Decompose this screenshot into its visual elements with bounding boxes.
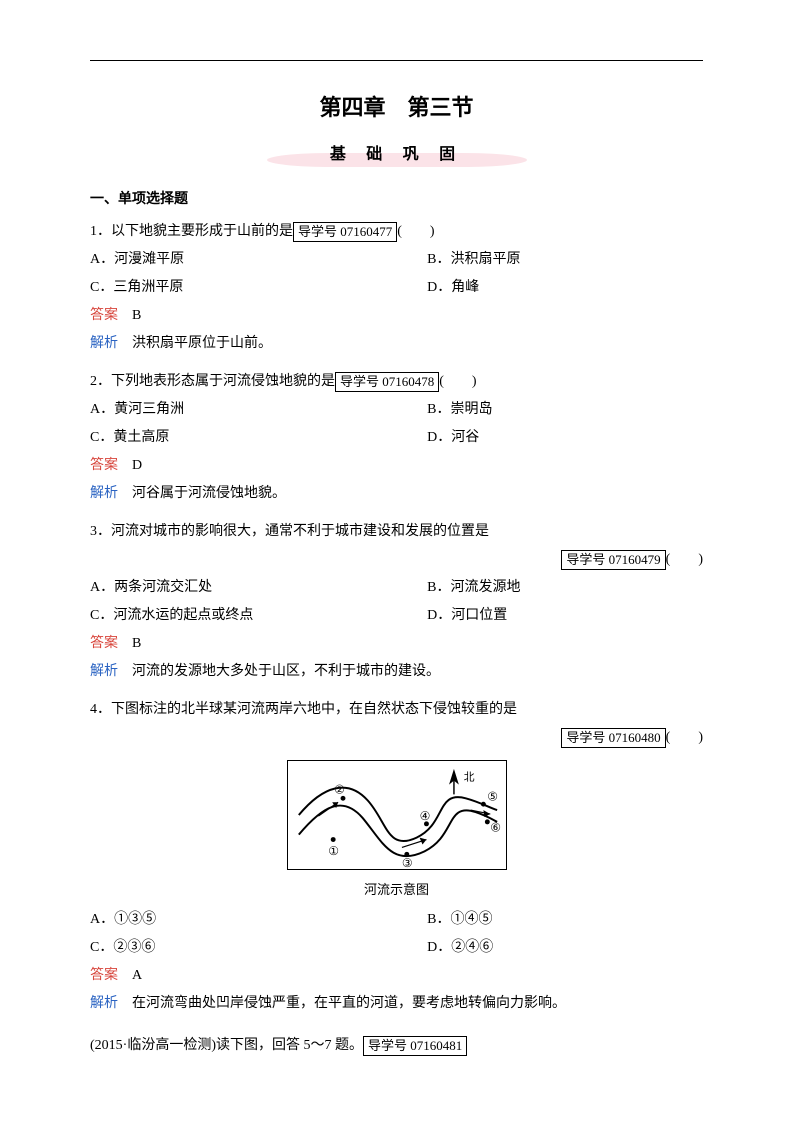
section-heading: 一、单项选择题 <box>90 188 703 208</box>
north-icon <box>449 769 459 795</box>
option-a: A．两条河流交汇处 <box>90 574 427 602</box>
q-num: 4． <box>90 702 111 717</box>
paren: ( ) <box>439 374 476 389</box>
answer-line: 答案 D <box>90 452 703 480</box>
explain-label: 解析 <box>90 996 118 1011</box>
explain-line: 解析 在河流弯曲处凹岸侵蚀严重，在平直的河道，要考虑地转偏向力影响。 <box>90 990 703 1018</box>
question-stem: 4．下图标注的北半球某河流两岸六地中，在自然状态下侵蚀较重的是 <box>90 696 703 724</box>
ref-box: 导学号 07160481 <box>363 1036 467 1056</box>
paren: ( ) <box>666 730 703 745</box>
ref-box: 导学号 07160477 <box>293 222 397 242</box>
answer-value: A <box>132 968 142 983</box>
answer-value: D <box>132 458 142 473</box>
option-a: A．黄河三角洲 <box>90 396 427 424</box>
explain-line: 解析 洪积扇平原位于山前。 <box>90 330 703 358</box>
q-stem: 河流对城市的影响很大，通常不利于城市建设和发展的位置是 <box>111 524 489 539</box>
explain-label: 解析 <box>90 486 118 501</box>
answer-line: 答案 B <box>90 630 703 658</box>
option-c: C．黄土高原 <box>90 424 427 452</box>
point-2-label: ② <box>334 783 345 796</box>
option-d: D．河谷 <box>427 424 703 452</box>
point-2-marker <box>340 796 345 801</box>
option-d: D．角峰 <box>427 274 703 302</box>
river-bank-top <box>298 788 496 841</box>
paren: ( ) <box>666 552 703 567</box>
options: A．黄河三角洲 B．崇明岛 C．黄土高原 D．河谷 <box>90 396 703 452</box>
answer-label: 答案 <box>90 636 118 651</box>
option-c: C．三角洲平原 <box>90 274 427 302</box>
answer-value: B <box>132 636 141 651</box>
explain-line: 解析 河流的发源地大多处于山区，不利于城市的建设。 <box>90 658 703 686</box>
option-d: D．②④⑥ <box>427 934 703 962</box>
point-4-label: ④ <box>419 810 430 823</box>
answer-line: 答案 A <box>90 962 703 990</box>
ref-box: 导学号 07160479 <box>561 550 665 570</box>
question-stem: 1．以下地貌主要形成于山前的是导学号 07160477( ) <box>90 218 703 246</box>
river-diagram: 北 ① ② ③ ④ ⑤ ⑥ <box>90 760 703 875</box>
ref-right: 导学号 07160479( ) <box>90 546 703 574</box>
diagram-caption: 河流示意图 <box>90 879 703 898</box>
q-stem: 下图标注的北半球某河流两岸六地中，在自然状态下侵蚀较重的是 <box>111 702 517 717</box>
explain-text: 洪积扇平原位于山前。 <box>132 336 272 351</box>
answer-label: 答案 <box>90 458 118 473</box>
option-a: A．河漫滩平原 <box>90 246 427 274</box>
option-a: A．①③⑤ <box>90 906 427 934</box>
ref-box: 导学号 07160480 <box>561 728 665 748</box>
river-svg: 北 ① ② ③ ④ ⑤ ⑥ <box>287 760 507 870</box>
q-num: 1． <box>90 224 111 239</box>
option-c: C．河流水运的起点或终点 <box>90 602 427 630</box>
subtitle-wrap: 基 础 巩 固 <box>90 140 703 164</box>
option-c: C．②③⑥ <box>90 934 427 962</box>
point-1-label: ① <box>328 845 339 858</box>
options: A．河漫滩平原 B．洪积扇平原 C．三角洲平原 D．角峰 <box>90 246 703 302</box>
point-3-marker <box>404 852 409 857</box>
top-rule <box>90 60 703 61</box>
ref-box: 导学号 07160478 <box>335 372 439 392</box>
ref-right: 导学号 07160480( ) <box>90 724 703 752</box>
answer-label: 答案 <box>90 968 118 983</box>
question-1: 1．以下地貌主要形成于山前的是导学号 07160477( ) A．河漫滩平原 B… <box>90 218 703 358</box>
paren: ( ) <box>397 224 434 239</box>
option-b: B．洪积扇平原 <box>427 246 703 274</box>
option-b: B．①④⑤ <box>427 906 703 934</box>
page-title: 第四章 第三节 <box>90 90 703 122</box>
question-4: 4．下图标注的北半球某河流两岸六地中，在自然状态下侵蚀较重的是 导学号 0716… <box>90 696 703 1018</box>
point-6-label: ⑥ <box>490 822 501 835</box>
question-3: 3．河流对城市的影响很大，通常不利于城市建设和发展的位置是 导学号 071604… <box>90 518 703 686</box>
page-subtitle: 基 础 巩 固 <box>330 140 463 164</box>
question-stem: 2．下列地表形态属于河流侵蚀地貌的是导学号 07160478( ) <box>90 368 703 396</box>
answer-label: 答案 <box>90 308 118 323</box>
answer-line: 答案 B <box>90 302 703 330</box>
explain-text: 河流的发源地大多处于山区，不利于城市的建设。 <box>132 664 440 679</box>
explain-label: 解析 <box>90 336 118 351</box>
footer-line: (2015·临汾高一检测)读下图，回答 5～7 题。导学号 07160481 <box>90 1032 703 1060</box>
explain-text: 在河流弯曲处凹岸侵蚀严重，在平直的河道，要考虑地转偏向力影响。 <box>132 996 566 1011</box>
options: A．两条河流交汇处 B．河流发源地 C．河流水运的起点或终点 D．河口位置 <box>90 574 703 630</box>
point-5-label: ⑤ <box>487 790 498 803</box>
point-5-marker <box>480 802 485 807</box>
option-b: B．河流发源地 <box>427 574 703 602</box>
question-2: 2．下列地表形态属于河流侵蚀地貌的是导学号 07160478( ) A．黄河三角… <box>90 368 703 508</box>
point-1-marker <box>330 837 335 842</box>
q-stem: 下列地表形态属于河流侵蚀地貌的是 <box>111 374 335 389</box>
explain-line: 解析 河谷属于河流侵蚀地貌。 <box>90 480 703 508</box>
point-6-marker <box>484 819 489 824</box>
point-3-label: ③ <box>401 857 412 870</box>
option-b: B．崇明岛 <box>427 396 703 424</box>
q-num: 3． <box>90 524 111 539</box>
option-d: D．河口位置 <box>427 602 703 630</box>
options: A．①③⑤ B．①④⑤ C．②③⑥ D．②④⑥ <box>90 906 703 962</box>
north-label: 北 <box>463 771 474 784</box>
question-stem: 3．河流对城市的影响很大，通常不利于城市建设和发展的位置是 <box>90 518 703 546</box>
footer-prefix: (2015·临汾高一检测)读下图，回答 5～7 题。 <box>90 1038 363 1053</box>
q-stem: 以下地貌主要形成于山前的是 <box>111 224 293 239</box>
q-num: 2． <box>90 374 111 389</box>
answer-value: B <box>132 308 141 323</box>
explain-text: 河谷属于河流侵蚀地貌。 <box>132 486 286 501</box>
explain-label: 解析 <box>90 664 118 679</box>
